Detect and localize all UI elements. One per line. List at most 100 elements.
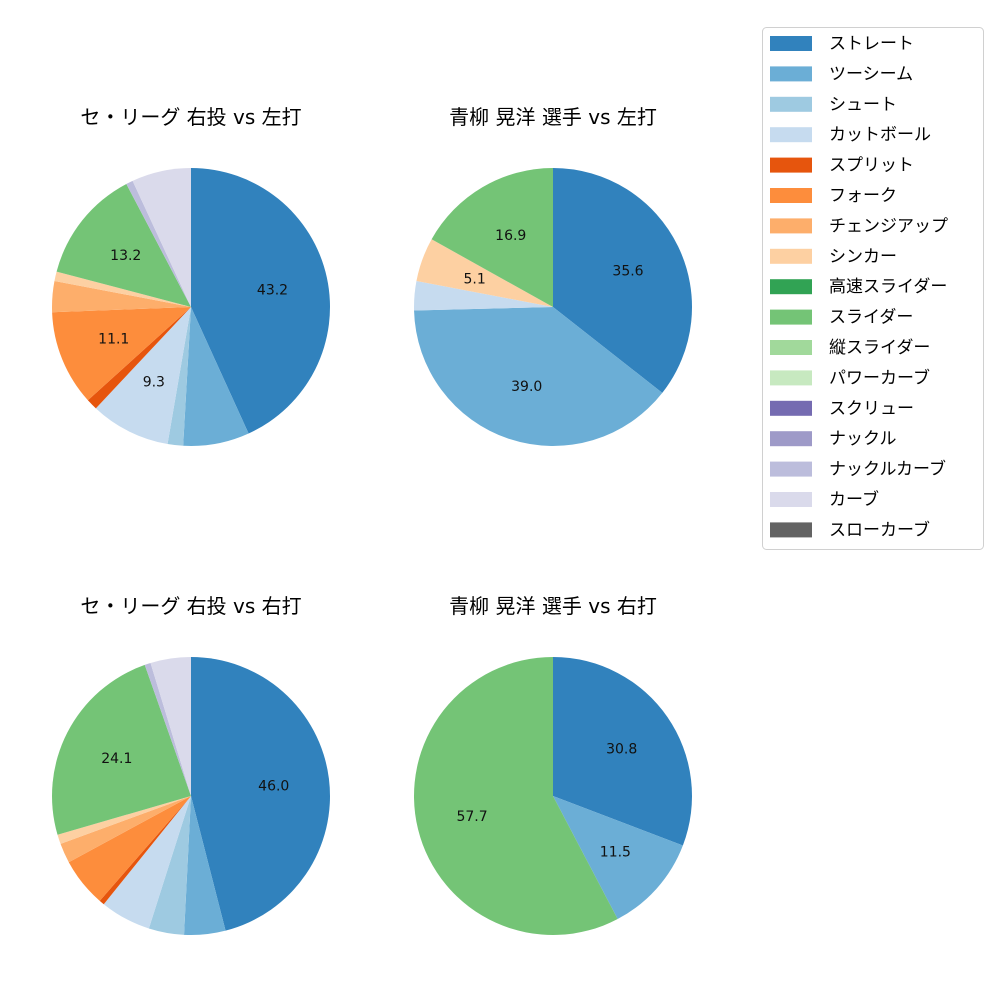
- pie-slice-カーブ: [150, 657, 191, 796]
- pie-slice-シンカー: [54, 271, 192, 307]
- legend-swatch: [770, 279, 812, 295]
- pie-chart-4: 青柳 晃洋 選手 vs 右打 30.8 11.5 57.7: [414, 594, 692, 935]
- legend-label: チェンジアップ: [829, 216, 948, 236]
- pie-slice-ツーシーム: [553, 796, 683, 920]
- pie-slice-ナックルカーブ: [144, 663, 191, 796]
- pie-slice-チェンジアップ: [51, 280, 191, 313]
- legend-item: フォーク: [770, 186, 897, 206]
- legend-swatch: [770, 522, 812, 538]
- legend-swatch: [770, 36, 812, 51]
- legend-swatch: [770, 400, 812, 416]
- legend-item: スプリット: [770, 156, 914, 176]
- pie-slice-カットボール: [95, 307, 191, 445]
- pie-title: 青柳 晃洋 選手 vs 左打: [449, 105, 657, 129]
- pie-slice-スプリット: [87, 307, 191, 409]
- pie-chart-1: セ・リーグ 右投 vs 左打 43.2 9.3 11.1 13.2: [51, 105, 331, 446]
- pie-slice-スプリット: [99, 796, 191, 905]
- legend-label: ストレート: [829, 34, 914, 54]
- pie-title: 青柳 晃洋 選手 vs 右打: [449, 594, 657, 618]
- legend-swatch: [770, 492, 812, 507]
- slice-percent-label: 16.9: [495, 228, 526, 244]
- legend-swatch: [770, 96, 812, 112]
- legend-label: カットボール: [829, 125, 931, 145]
- legend-label: スライダー: [829, 308, 913, 328]
- pie-chart-2: 青柳 晃洋 選手 vs 左打 35.6 39.0 5.1 16.9: [414, 105, 692, 446]
- slice-percent-label: 39.0: [511, 379, 542, 395]
- slice-percent-label: 35.6: [612, 264, 643, 280]
- legend-swatch: [770, 309, 812, 325]
- pie-slice-ツーシーム: [184, 796, 226, 936]
- pie-slice-シンカー: [416, 239, 553, 307]
- legend-item: ナックル: [770, 429, 897, 449]
- legend-swatch: [770, 218, 812, 234]
- slice-percent-label: 5.1: [463, 272, 485, 288]
- legend-label: シュート: [829, 95, 897, 115]
- pie-title: セ・リーグ 右投 vs 左打: [80, 105, 301, 129]
- legend-item: スライダー: [770, 308, 913, 328]
- pie-slice-カットボール: [103, 796, 191, 929]
- pie-slice-ストレート: [191, 168, 331, 434]
- pie-slice-ツーシーム: [414, 307, 663, 446]
- legend-swatch: [770, 188, 812, 203]
- legend-item: チェンジアップ: [770, 216, 948, 236]
- legend-swatch: [770, 461, 812, 477]
- slice-percent-label: 11.1: [98, 331, 129, 347]
- pie-slice-スライダー: [414, 657, 618, 935]
- legend-item: カーブ: [770, 489, 879, 510]
- pie-slice-スライダー: [431, 168, 553, 307]
- slice-percent-label: 24.1: [101, 751, 132, 767]
- legend-label: ツーシーム: [829, 64, 913, 84]
- slice-percent-label: 57.7: [456, 809, 487, 825]
- pie-chart-3: セ・リーグ 右投 vs 右打 46.0 24.1: [52, 594, 331, 936]
- pie-slice-カーブ: [132, 168, 191, 307]
- pie-slice-シンカー: [57, 796, 191, 844]
- legend-label: カーブ: [829, 489, 879, 510]
- pie-slice-フォーク: [68, 796, 191, 901]
- pie-slice-フォーク: [52, 307, 192, 401]
- legend-label: シンカー: [829, 247, 897, 267]
- slice-percent-label: 13.2: [110, 248, 141, 264]
- legend-swatch: [770, 370, 812, 386]
- legend-item: 高速スライダー: [770, 277, 947, 297]
- legend-item: スクリュー: [770, 399, 914, 419]
- legend-label: ナックル: [829, 429, 897, 449]
- pie-slice-シュート: [148, 796, 191, 935]
- legend-item: ストレート: [770, 34, 914, 54]
- legend-label: スクリュー: [829, 399, 914, 419]
- pie-slice-ストレート: [191, 657, 331, 931]
- slice-percent-label: 9.3: [143, 375, 165, 391]
- pie-slice-ストレート: [553, 657, 692, 846]
- legend-swatch: [770, 248, 812, 264]
- legend-swatch: [770, 66, 812, 82]
- pie-slice-ツーシーム: [183, 307, 249, 446]
- legend-label: フォーク: [829, 186, 897, 206]
- legend-swatch: [770, 157, 812, 173]
- legend-label: ナックルカーブ: [829, 459, 946, 480]
- legend-item: スローカーブ: [770, 519, 930, 540]
- slice-percent-label: 11.5: [600, 844, 631, 860]
- legend-label: 高速スライダー: [829, 277, 947, 297]
- legend-swatch: [770, 127, 812, 143]
- legend-label: パワーカーブ: [829, 367, 930, 388]
- legend-frame: [762, 27, 984, 550]
- legend-label: スローカーブ: [829, 519, 930, 540]
- pie-slice-スライダー: [52, 664, 191, 835]
- legend-item: ツーシーム: [770, 64, 913, 84]
- pie-slice-スライダー: [56, 183, 191, 307]
- legend-label: スプリット: [829, 156, 914, 176]
- legend-item: カットボール: [770, 125, 931, 145]
- pie-slice-ナックルカーブ: [126, 180, 191, 307]
- pie-slice-カットボール: [414, 280, 553, 311]
- legend-item: パワーカーブ: [770, 367, 930, 388]
- slice-percent-label: 30.8: [606, 742, 637, 758]
- legend: ストレートツーシームシュートカットボールスプリットフォークチェンジアップシンカー…: [762, 27, 984, 550]
- slice-percent-label: 43.2: [257, 282, 288, 298]
- legend-item: シンカー: [770, 247, 897, 267]
- pie-slice-チェンジアップ: [60, 796, 192, 863]
- pie-slice-シュート: [167, 307, 191, 446]
- legend-swatch: [770, 340, 812, 355]
- slice-percent-label: 46.0: [258, 779, 289, 795]
- legend-label: 縦スライダー: [829, 338, 930, 358]
- legend-item: 縦スライダー: [770, 338, 930, 358]
